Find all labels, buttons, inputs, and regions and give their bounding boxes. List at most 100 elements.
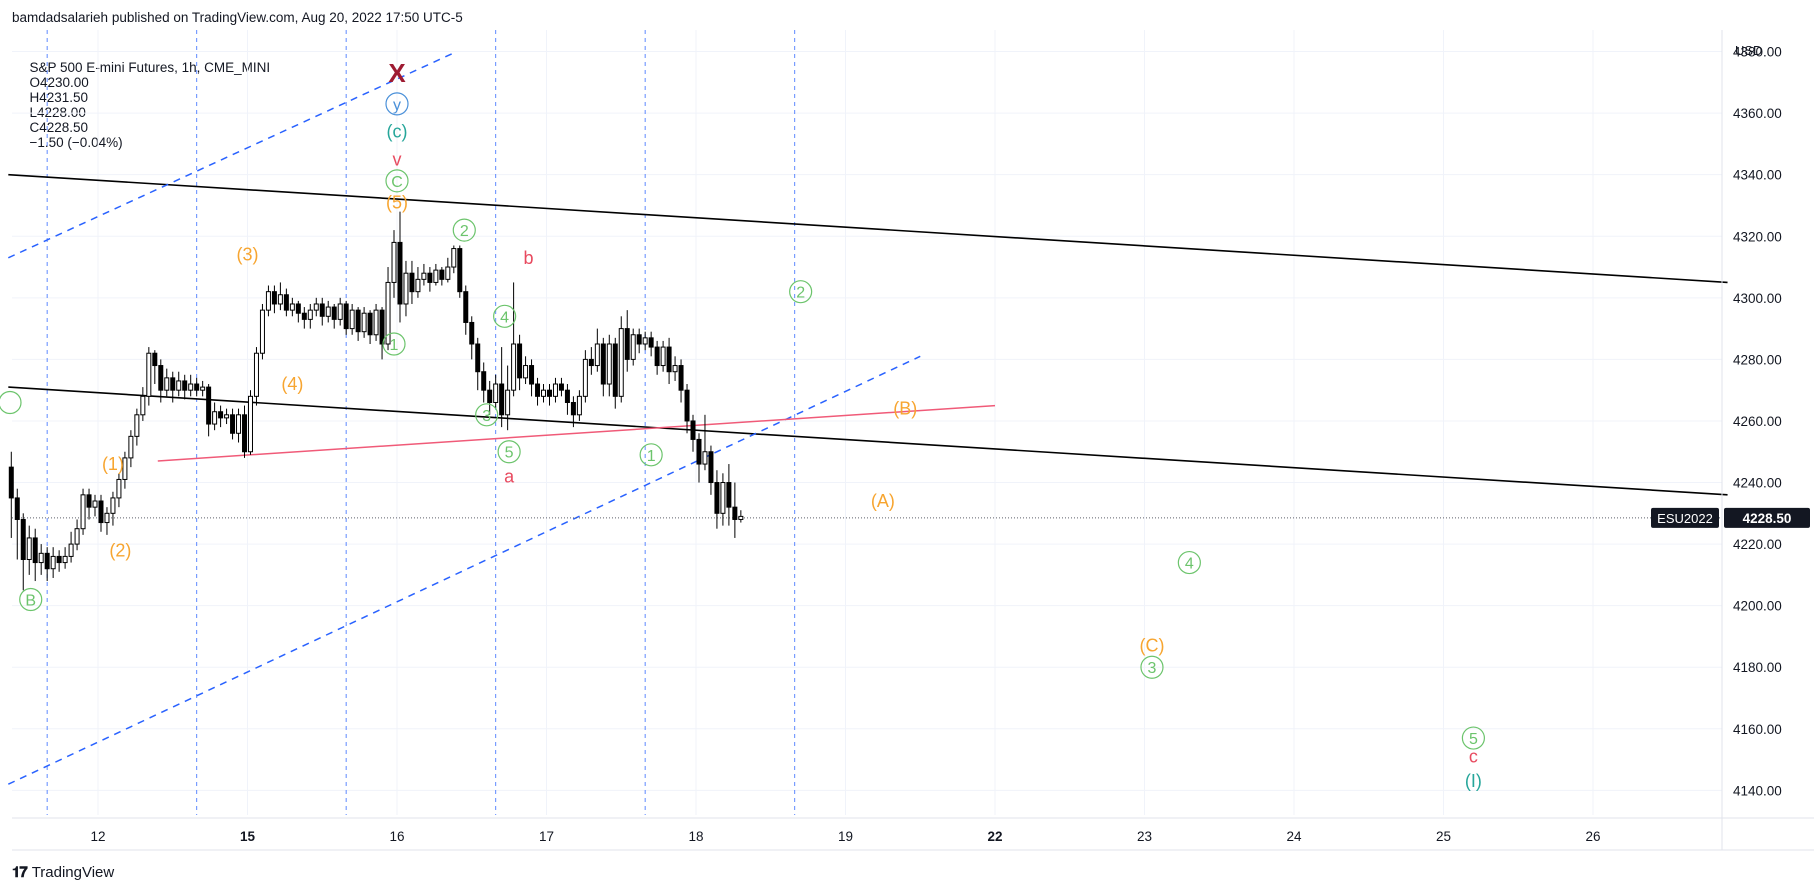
candle-body <box>271 291 277 305</box>
candle-body <box>678 365 684 391</box>
candle-body <box>451 248 457 268</box>
wave-label-circle <box>452 218 476 242</box>
candle-body <box>738 515 744 520</box>
candle-body <box>230 414 236 434</box>
candle-body <box>499 383 505 416</box>
channel-lower-line <box>8 386 1728 496</box>
candle-body <box>128 435 134 459</box>
candle-body <box>576 395 582 416</box>
candle-body <box>523 365 529 379</box>
y-tick-label: 4300.00 <box>1733 291 1782 306</box>
candle-body <box>50 555 56 570</box>
candle-body <box>200 386 206 391</box>
candles <box>8 211 744 591</box>
candle-body <box>558 383 564 391</box>
candle-body <box>253 352 259 397</box>
candle-body <box>403 272 409 305</box>
wave-label: 5 <box>1469 731 1478 748</box>
candle-body <box>726 482 732 508</box>
currency-label: USD <box>1735 43 1762 58</box>
candle-body <box>134 414 140 437</box>
candle-body <box>319 303 325 317</box>
y-tick-label: 4240.00 <box>1733 476 1782 491</box>
y-tick-label: 4160.00 <box>1733 722 1782 737</box>
last-price-tag-bg <box>1724 507 1810 528</box>
candle-body <box>289 303 295 311</box>
candle-body <box>313 303 319 311</box>
wave-label-circle <box>385 169 409 193</box>
candle-body <box>206 386 212 425</box>
wave-label: b <box>524 248 534 268</box>
ohlc-open: O4230.00 <box>29 75 89 90</box>
candle-body <box>666 346 672 373</box>
wave-label: (c) <box>387 122 408 142</box>
candle-body <box>74 528 80 545</box>
wave-label: 4 <box>1185 556 1194 573</box>
trend-blue-upper-line <box>7 50 458 259</box>
candle-body <box>552 383 558 397</box>
wave-label: 2 <box>796 285 805 302</box>
wave-label-circle <box>475 403 499 427</box>
wave-label-circle-clipped <box>0 390 22 415</box>
candle-body <box>433 269 439 283</box>
candle-body <box>493 383 499 403</box>
candle-body <box>194 383 200 391</box>
symbol-name[interactable]: S&P 500 E-mini Futures, 1h, CME_MINI <box>29 60 271 75</box>
candle-body <box>469 321 475 345</box>
candle-body <box>176 380 182 391</box>
x-tick-label: 19 <box>838 829 853 844</box>
y-tick-label: 4220.00 <box>1733 537 1782 552</box>
candle-body <box>98 500 104 524</box>
candle-body <box>14 497 20 520</box>
wave-label-circle <box>1177 550 1201 575</box>
publisher-line: bamdadsalarieh published on TradingView.… <box>12 10 463 25</box>
candle-body <box>427 272 433 283</box>
candle-body <box>421 272 427 280</box>
wave-label: 2 <box>460 223 469 240</box>
trend-red-line <box>157 404 996 462</box>
candle-body <box>588 358 594 367</box>
candle-body <box>391 241 397 283</box>
candle-body <box>158 365 164 391</box>
candle-body <box>636 334 642 345</box>
tradingview-logo[interactable]: 𝟏𝟕 TradingView <box>12 864 114 881</box>
candle-body <box>80 494 86 530</box>
wave-label: 1 <box>390 337 399 354</box>
y-tick-label: 4180.00 <box>1733 660 1782 675</box>
last-price-tag: 4228.50 <box>1743 511 1792 526</box>
y-tick-label: 4340.00 <box>1733 168 1782 183</box>
candle-body <box>20 518 26 560</box>
candle-body <box>92 500 98 508</box>
candle-body <box>343 303 349 330</box>
candle-body <box>642 337 648 345</box>
wave-label: (1) <box>102 454 124 474</box>
candle-body <box>463 291 469 323</box>
candle-body <box>529 365 535 385</box>
candle-body <box>475 343 481 373</box>
candle-body <box>517 343 523 379</box>
wave-label: (3) <box>237 245 259 265</box>
ohlc-high: H4231.50 <box>29 90 89 105</box>
wave-label: (B) <box>893 399 917 419</box>
candle-body <box>684 389 690 422</box>
candle-body <box>690 420 696 440</box>
candle-body <box>546 389 552 397</box>
candle-body <box>224 414 230 419</box>
candle-body <box>385 281 391 345</box>
candle-body <box>349 309 355 330</box>
candle-body <box>301 312 307 320</box>
candle-body <box>702 451 708 465</box>
wave-label: (5) <box>386 192 408 212</box>
y-tick-label: 4200.00 <box>1733 599 1782 614</box>
candle-body <box>122 457 128 480</box>
candle-body <box>218 411 224 419</box>
wave-label: 3 <box>482 408 491 425</box>
brand-name: TradingView <box>31 864 115 881</box>
axes: 4140.00 4160.00 4180.00 4200.00 4220.00 4240.… <box>12 30 1814 851</box>
candle-body <box>397 241 403 305</box>
symbol-tag: ESU2022 <box>1657 511 1713 526</box>
candle-body <box>170 377 176 391</box>
candle-body <box>8 466 14 499</box>
channel-upper-line <box>8 173 1728 284</box>
